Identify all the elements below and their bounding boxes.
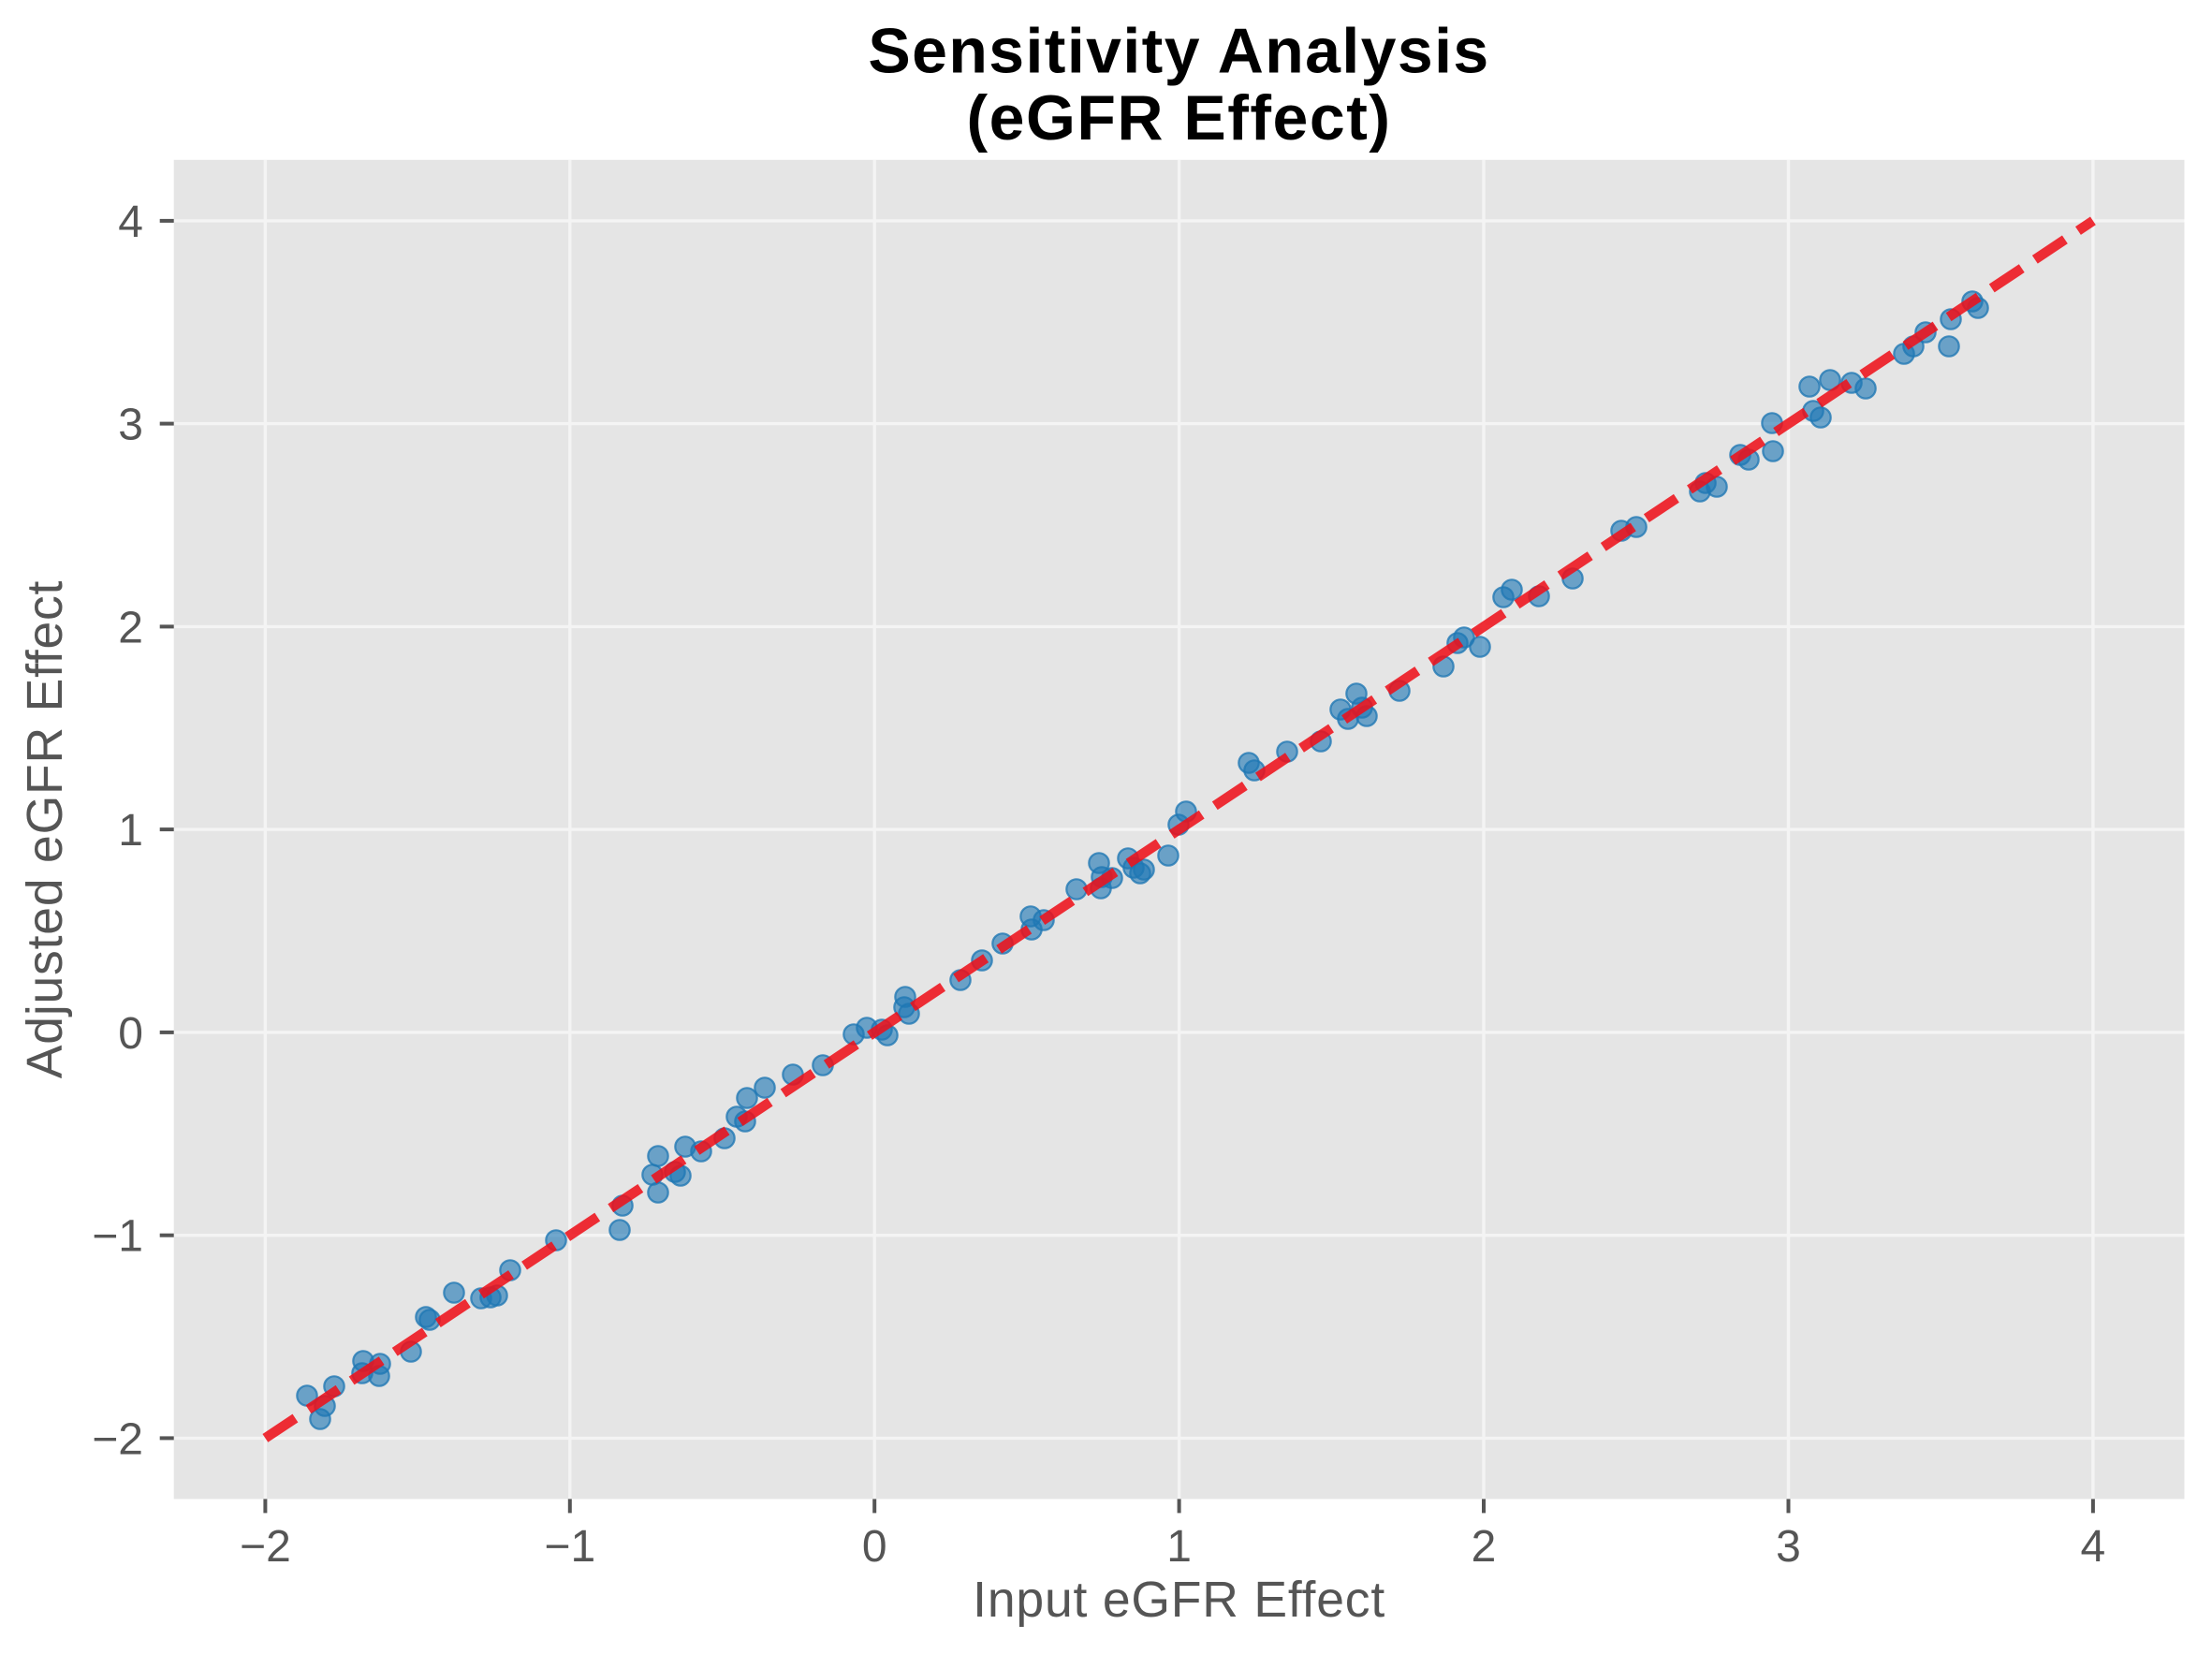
svg-text:(eGFR Effect): (eGFR Effect): [967, 82, 1392, 154]
svg-text:Adjusted eGFR Effect: Adjusted eGFR Effect: [18, 580, 73, 1078]
svg-text:2: 2: [118, 603, 143, 652]
svg-text:2: 2: [1472, 1522, 1497, 1572]
svg-text:−1: −1: [92, 1212, 143, 1262]
svg-text:0: 0: [862, 1522, 887, 1572]
svg-text:1: 1: [118, 806, 143, 856]
svg-text:0: 0: [118, 1009, 143, 1059]
svg-text:−2: −2: [240, 1522, 291, 1572]
svg-text:−1: −1: [544, 1522, 595, 1572]
svg-text:Input eGFR Effect: Input eGFR Effect: [973, 1573, 1385, 1628]
svg-text:4: 4: [2081, 1522, 2106, 1572]
svg-text:Sensitivity Analysis: Sensitivity Analysis: [868, 16, 1489, 87]
svg-text:4: 4: [118, 198, 143, 247]
svg-text:1: 1: [1166, 1522, 1192, 1572]
svg-text:3: 3: [1776, 1522, 1801, 1572]
svg-text:3: 3: [118, 401, 143, 450]
svg-text:−2: −2: [92, 1414, 143, 1464]
